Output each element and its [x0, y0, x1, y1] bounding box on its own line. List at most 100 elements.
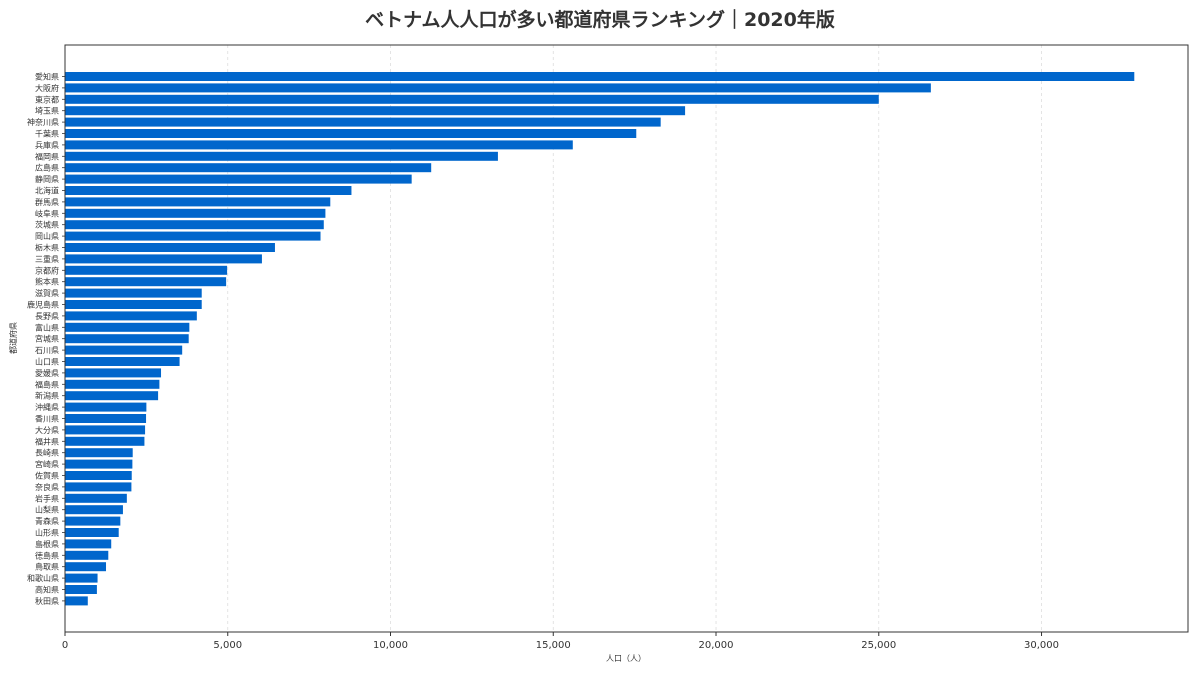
y-tick-label: 福井県	[35, 436, 59, 446]
x-tick-label: 5,000	[213, 640, 242, 651]
bar	[65, 550, 109, 560]
bar	[65, 265, 228, 275]
y-tick-label: 埼玉県	[35, 106, 59, 116]
bar	[65, 505, 123, 515]
bar	[65, 277, 227, 287]
y-tick-label: 宮崎県	[35, 459, 59, 469]
y-tick-label: 岐阜県	[35, 208, 59, 218]
bar	[65, 573, 98, 583]
y-tick-label: 山梨県	[35, 505, 59, 515]
y-tick-label: 群馬県	[35, 197, 59, 207]
bar	[65, 322, 190, 332]
bar	[65, 140, 573, 150]
y-tick-label: 静岡県	[35, 174, 59, 184]
bar	[65, 300, 202, 309]
bar	[65, 129, 637, 138]
bar	[65, 334, 189, 344]
bar	[65, 220, 324, 230]
y-tick-label: 高知県	[35, 585, 59, 595]
y-tick-label: 石川県	[35, 346, 59, 355]
y-tick-label: 茨城県	[35, 220, 59, 230]
y-tick-label: 滋賀県	[35, 288, 59, 298]
y-tick-label: 三重県	[35, 254, 59, 264]
y-tick-label: 沖縄県	[35, 402, 59, 412]
y-tick-label: 千葉県	[35, 129, 59, 139]
y-tick-label: 奈良県	[35, 482, 59, 492]
x-tick-label: 10,000	[373, 640, 408, 651]
y-tick-label: 新潟県	[35, 391, 59, 401]
y-tick-label: 青森県	[35, 516, 59, 526]
y-tick-label: 岡山県	[35, 231, 59, 241]
x-axis: 0 5,000 10,000 15,000 20,000 25,000 30,000	[62, 632, 1059, 651]
bar	[65, 585, 97, 594]
y-tick-label: 和歌山県	[27, 573, 59, 583]
y-tick-label: 熊本県	[35, 277, 59, 287]
y-tick-label: 長野県	[35, 312, 59, 321]
bar	[65, 596, 88, 606]
bar	[65, 288, 202, 298]
bar	[65, 357, 180, 366]
bar	[65, 72, 1135, 81]
y-tick-label: 宮城県	[35, 334, 59, 344]
y-tick-label: 山口県	[35, 357, 59, 367]
y-tick-label: 福岡県	[35, 152, 59, 161]
bar	[65, 459, 133, 469]
bar	[65, 516, 121, 526]
bar	[65, 471, 132, 480]
x-tick-label: 30,000	[1024, 640, 1059, 651]
bar	[65, 94, 879, 104]
x-tick-label: 25,000	[861, 640, 896, 651]
bar	[65, 254, 262, 264]
bar	[65, 482, 132, 492]
bar	[65, 243, 275, 252]
bar	[65, 106, 686, 116]
bar	[65, 562, 107, 572]
y-axis-label: 都道府県	[8, 322, 18, 354]
bar	[65, 186, 352, 195]
y-axis: 愛知県大阪府東京都埼玉県神奈川県千葉県兵庫県福岡県広島県静岡県北海道群馬県岐阜県…	[27, 72, 65, 606]
bar	[65, 425, 146, 435]
y-tick-label: 愛知県	[35, 72, 59, 82]
bar	[65, 231, 321, 241]
y-tick-label: 愛媛県	[35, 368, 59, 378]
bar	[65, 83, 931, 93]
bar	[65, 539, 112, 549]
bar	[65, 436, 145, 446]
chart-title: ベトナム人人口が多い都道府県ランキング｜2020年版	[365, 9, 835, 31]
bar	[65, 117, 661, 127]
x-axis-label: 人口（人）	[606, 654, 646, 663]
y-tick-label: 佐賀県	[35, 471, 59, 481]
y-tick-label: 京都府	[35, 265, 59, 275]
bar	[65, 414, 147, 423]
y-tick-label: 富山県	[35, 322, 59, 332]
bar	[65, 311, 197, 321]
bar	[65, 174, 412, 184]
y-tick-label: 広島県	[35, 163, 59, 173]
y-tick-label: 神奈川県	[27, 117, 59, 127]
y-tick-label: 鹿児島県	[27, 300, 59, 310]
bar	[65, 163, 432, 173]
bar	[65, 151, 498, 161]
y-tick-label: 岩手県	[35, 493, 59, 503]
y-tick-label: 福島県	[35, 379, 59, 389]
y-tick-label: 秋田県	[35, 596, 59, 606]
y-tick-label: 栃木県	[35, 243, 59, 253]
y-tick-label: 鳥取県	[35, 562, 59, 572]
y-tick-label: 兵庫県	[35, 140, 59, 150]
y-tick-label: 山形県	[35, 528, 59, 538]
y-tick-label: 長崎県	[35, 448, 59, 458]
y-tick-label: 北海道	[35, 186, 59, 196]
x-tick-label: 15,000	[536, 640, 571, 651]
bar	[65, 391, 159, 401]
bar	[65, 345, 183, 355]
y-tick-label: 徳島県	[35, 550, 59, 560]
bars	[65, 72, 1135, 606]
bar	[65, 368, 162, 378]
y-tick-label: 香川県	[35, 414, 59, 424]
bar	[65, 448, 133, 458]
y-tick-label: 島根県	[35, 539, 59, 549]
x-tick-label: 20,000	[699, 640, 734, 651]
y-tick-label: 大阪府	[35, 83, 59, 93]
y-tick-label: 大分県	[35, 425, 59, 435]
